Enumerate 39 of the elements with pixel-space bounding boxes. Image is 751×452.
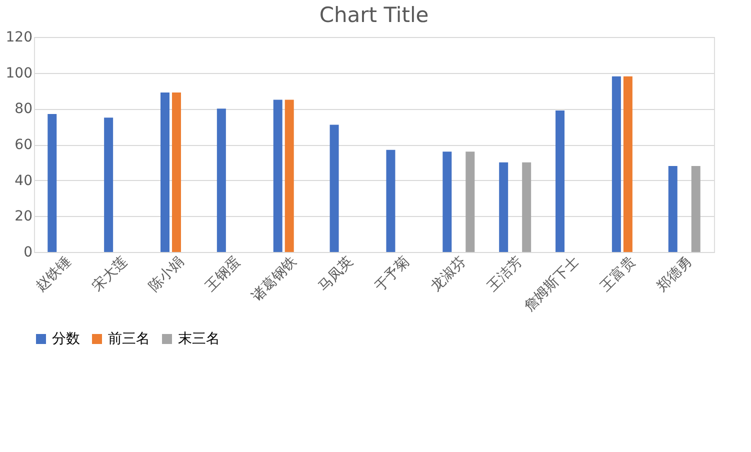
y-tick-label: 40 xyxy=(14,172,32,189)
bar xyxy=(48,114,57,252)
bar xyxy=(623,76,632,252)
legend-label: 分数 xyxy=(52,331,80,347)
bar xyxy=(466,152,475,252)
x-tick-label: 王富贵 xyxy=(598,254,639,295)
bar xyxy=(284,100,294,252)
x-tick-label: 宋大莲 xyxy=(90,254,131,295)
chart-title: Chart Title xyxy=(319,3,429,27)
bar xyxy=(273,100,282,252)
y-tick-label: 120 xyxy=(6,30,32,46)
y-tick-label: 100 xyxy=(6,65,32,82)
bar xyxy=(691,166,700,252)
y-tick-label: 80 xyxy=(14,101,32,118)
x-tick-label: 马凤英 xyxy=(315,254,356,295)
x-tick-label: 陈小娟 xyxy=(146,254,188,295)
x-tick-label: 郑德勇 xyxy=(654,254,695,295)
y-tick-label: 20 xyxy=(14,208,32,225)
bar xyxy=(160,92,170,252)
bar xyxy=(612,76,621,252)
y-tick-label: 60 xyxy=(14,137,32,153)
bar xyxy=(104,118,114,252)
bar xyxy=(172,92,181,252)
x-tick-label: 王钢蛋 xyxy=(202,254,244,295)
x-tick-label: 于予菊 xyxy=(372,254,413,295)
x-tick-label: 诸葛钢铁 xyxy=(249,254,300,305)
legend-label: 前三名 xyxy=(108,331,150,347)
bar xyxy=(330,124,339,252)
bar xyxy=(522,162,532,252)
bar xyxy=(386,150,396,252)
legend-label: 末三名 xyxy=(178,331,220,347)
x-tick-label: 赵铁锤 xyxy=(33,254,74,295)
bar xyxy=(499,162,508,252)
bar xyxy=(442,152,452,252)
y-tick-label: 0 xyxy=(24,244,32,260)
x-tick-label: 龙淑芬 xyxy=(428,254,470,295)
bar xyxy=(216,108,226,252)
bar xyxy=(668,166,678,252)
bar xyxy=(556,110,565,252)
